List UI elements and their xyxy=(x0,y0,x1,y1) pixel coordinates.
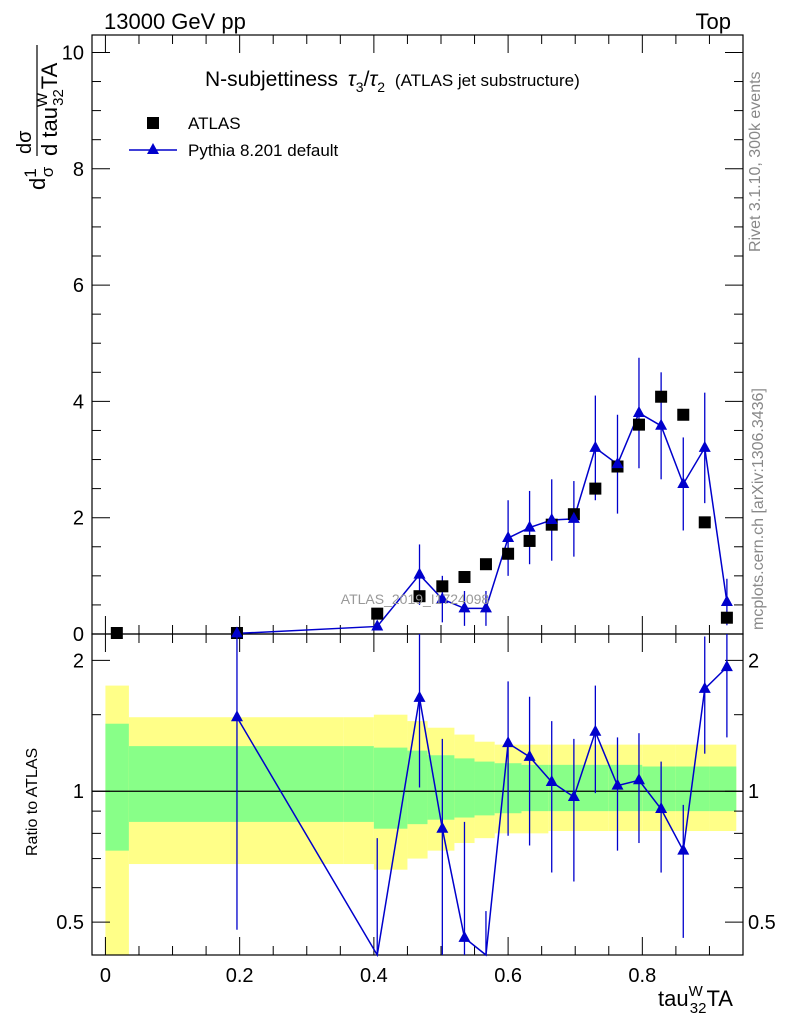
ratio-y-tick-label: 2 xyxy=(73,650,84,672)
x-tick-label: 0.2 xyxy=(226,965,254,987)
pythia-point xyxy=(230,626,243,638)
pythia-point xyxy=(677,476,690,488)
header-energy-label: 13000 GeV pp xyxy=(104,9,246,34)
rivet-version-label: Rivet 3.1.10, 300k events xyxy=(747,71,764,252)
ratio-band-inner xyxy=(454,758,475,818)
y-tick-label: 6 xyxy=(73,275,84,297)
ratio-point xyxy=(502,736,515,748)
y-tick-label: 2 xyxy=(73,508,84,530)
ratio-y-tick-label-right: 2 xyxy=(748,650,759,672)
ratio-point xyxy=(698,681,711,693)
legend: ATLAS Pythia 8.201 default xyxy=(129,114,339,160)
analysis-watermark: ATLAS_2019_I1724098 xyxy=(341,591,490,607)
ratio-band-inner xyxy=(105,723,129,851)
plot-title: N-subjettiness τ3/τ2 (ATLAS jet substruc… xyxy=(205,68,580,97)
ratio-point xyxy=(230,710,243,722)
ratio-data-series xyxy=(230,634,733,958)
main-data-series xyxy=(110,357,733,639)
ratio-band-inner xyxy=(642,766,676,812)
legend-atlas-label: ATLAS xyxy=(188,114,241,133)
ratio-point xyxy=(589,724,602,736)
ratio-point xyxy=(413,690,426,702)
ratio-point xyxy=(567,789,580,801)
ratio-point xyxy=(655,802,668,814)
legend-atlas-marker xyxy=(147,117,159,129)
x-tick-label: 0.8 xyxy=(628,965,656,987)
y-tick-label: 4 xyxy=(73,391,84,413)
pythia-point xyxy=(413,567,426,579)
ratio-point xyxy=(720,660,733,672)
y-tick-label: 8 xyxy=(73,159,84,181)
ratio-y-tick-label-right: 0.5 xyxy=(748,912,776,934)
pythia-point xyxy=(567,511,580,523)
atlas-point xyxy=(720,611,733,624)
legend-pythia-marker xyxy=(147,143,159,154)
y-axis-label: d1σ dσ d tauW32TA xyxy=(14,45,67,190)
atlas-point xyxy=(110,627,123,639)
atlas-point xyxy=(502,547,515,560)
main-axes: 0 2 4 6 8 10 xyxy=(62,34,744,646)
pythia-point xyxy=(632,406,645,418)
pythia-point xyxy=(479,601,492,613)
x-tick-label: 0.4 xyxy=(360,965,388,987)
atlas-point xyxy=(655,390,668,403)
y-tick-label: 10 xyxy=(62,42,84,64)
legend-pythia-label: Pythia 8.201 default xyxy=(188,141,339,160)
ratio-band-inner xyxy=(474,761,495,816)
ratio-point xyxy=(523,749,536,761)
ratio-point xyxy=(632,773,645,785)
ratio-point xyxy=(611,778,624,790)
x-tick-label: 0.6 xyxy=(494,965,522,987)
pythia-point xyxy=(611,457,624,469)
pythia-point xyxy=(720,595,733,607)
atlas-point xyxy=(458,571,471,584)
ratio-point xyxy=(545,775,558,787)
pythia-point xyxy=(458,601,471,613)
ratio-band-inner xyxy=(373,747,408,829)
ratio-y-axis-label: Ratio to ATLAS xyxy=(24,748,41,856)
ratio-band-inner xyxy=(521,764,549,812)
pythia-point xyxy=(436,592,449,604)
svg-text:d tauW32TA: d tauW32TA xyxy=(34,62,67,156)
header-process-label: Top xyxy=(696,9,731,34)
pythia-point xyxy=(655,418,668,430)
atlas-point xyxy=(677,408,690,421)
pythia-point xyxy=(698,440,711,452)
atlas-point xyxy=(632,418,645,431)
mcplots-label: mcplots.cern.ch [arXiv:1306.3436] xyxy=(750,388,767,630)
ratio-point xyxy=(458,930,471,942)
x-tick-label: 0 xyxy=(100,965,111,987)
ratio-band-inner xyxy=(128,746,344,822)
ratio-y-tick-label-right: 1 xyxy=(748,781,759,803)
ratio-frame xyxy=(91,633,744,956)
atlas-point xyxy=(413,590,426,603)
atlas-point xyxy=(436,580,449,593)
pythia-point xyxy=(371,619,384,631)
pythia-point xyxy=(545,513,558,525)
svg-text:dσ: dσ xyxy=(14,130,36,154)
x-axis-label: tauW 32TA xyxy=(658,983,733,1017)
ratio-point xyxy=(436,821,449,833)
ratio-band-inner xyxy=(575,764,609,812)
ratio-band-inner xyxy=(407,750,428,825)
ratio-band-inner xyxy=(675,766,710,812)
ratio-axes: 0 0.2 0.4 0.6 0.8 0.5 0.5 1 1 2 2 xyxy=(56,633,776,987)
pythia-point xyxy=(589,440,602,452)
atlas-point xyxy=(523,534,536,547)
pythia-point xyxy=(523,520,536,532)
ratio-band-inner xyxy=(709,766,737,812)
atlas-point xyxy=(479,558,492,571)
ratio-y-tick-label: 1 xyxy=(73,781,84,803)
atlas-point xyxy=(371,607,384,620)
ratio-uncertainty-bands xyxy=(105,685,737,955)
atlas-point xyxy=(589,482,602,495)
atlas-point xyxy=(698,516,711,529)
y-tick-label: 0 xyxy=(73,624,84,646)
ratio-band-inner xyxy=(343,746,374,822)
ratio-y-tick-label: 0.5 xyxy=(56,912,84,934)
pythia-point xyxy=(502,531,515,543)
ratio-point xyxy=(677,843,690,855)
svg-text:d1σ: d1σ xyxy=(21,166,57,190)
